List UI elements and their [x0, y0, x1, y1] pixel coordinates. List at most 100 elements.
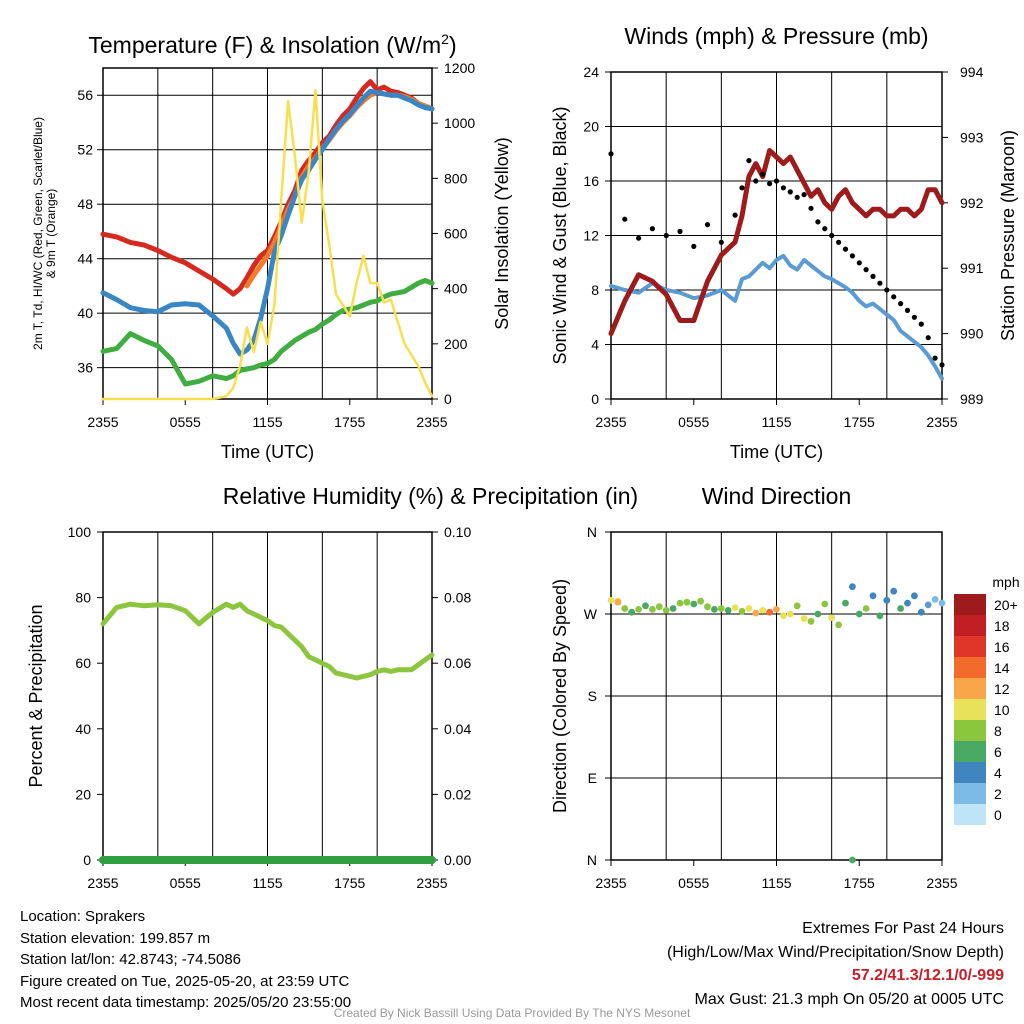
extremes-title: Extremes For Past 24 Hours: [802, 920, 1004, 937]
gust-point: [932, 355, 938, 361]
y-tick-label-right: 0.08: [444, 590, 471, 606]
direction-point: [828, 614, 836, 621]
y-tick-label-right: 0.04: [444, 721, 471, 737]
y-tick-label-left: 52: [77, 142, 93, 158]
gust-point: [718, 239, 724, 245]
legend-label: 18: [994, 618, 1010, 634]
gust-point: [898, 301, 904, 307]
gust-point: [856, 260, 862, 266]
x-tick-label: 0555: [678, 875, 709, 891]
direction-point: [869, 592, 877, 600]
y-tick-label-left: 20: [75, 786, 91, 802]
x-axis-label: Time (UTC): [221, 442, 314, 462]
direction-point: [924, 601, 932, 609]
direction-point: [800, 615, 808, 622]
y-tick-label-right: 992: [960, 195, 984, 211]
direction-point: [642, 602, 649, 610]
gust-point: [918, 321, 924, 327]
plot-area-1: [102, 67, 433, 400]
gust-point: [608, 151, 614, 157]
footer-latlon: Station lat/lon: 42.8743; -74.5086: [20, 951, 242, 968]
gust-point: [849, 253, 856, 259]
legend-swatch: [954, 657, 986, 678]
series-line-2: [608, 148, 945, 337]
legend-swatch: [954, 720, 986, 741]
gust-point: [884, 287, 890, 293]
direction-point: [807, 617, 815, 625]
gust-point: [753, 178, 759, 184]
gust-point: [801, 192, 807, 198]
y-tick-label-left: 60: [75, 655, 91, 671]
y-tick-label-left: 40: [77, 305, 93, 321]
x-tick-label: 2355: [87, 875, 118, 891]
y-tick-label-left: N: [587, 852, 597, 868]
legend-swatch: [954, 741, 986, 762]
y-tick-label-left: 8: [591, 282, 599, 298]
direction-point: [655, 603, 663, 611]
direction-point: [690, 600, 698, 608]
y-axis-label-left: Direction (Colored By Speed): [550, 579, 570, 813]
direction-point: [890, 587, 898, 595]
direction-point: [842, 599, 849, 607]
legend-label: 6: [994, 744, 1002, 760]
direction-point: [849, 856, 856, 864]
direction-point: [752, 609, 760, 617]
gust-point: [663, 232, 669, 239]
gust-point: [787, 189, 793, 195]
direction-point: [683, 598, 691, 606]
y-tick-label-left: 4: [591, 337, 599, 353]
x-tick-label: 2355: [926, 414, 957, 430]
x-tick-label: 1155: [761, 875, 791, 891]
gust-point: [842, 246, 849, 252]
y-tick-label-right: 0.10: [444, 524, 471, 540]
direction-point: [876, 612, 884, 620]
x-tick-label: 2355: [87, 414, 118, 430]
y-tick-label-left: 12: [583, 228, 599, 244]
legend-label: 12: [994, 681, 1010, 697]
plot-area-2: [610, 71, 943, 400]
y-tick-label-left: N: [587, 524, 597, 540]
y-tick-label-left: 36: [77, 360, 93, 376]
gust-point: [767, 181, 773, 187]
direction-point: [614, 598, 622, 606]
gust-point: [780, 185, 787, 191]
gust-point: [704, 222, 711, 228]
direction-point: [628, 608, 636, 616]
y-tick-label-left: S: [588, 688, 597, 704]
direction-point: [938, 599, 946, 607]
y-tick-label-left: 44: [77, 251, 93, 267]
direction-point: [669, 605, 677, 612]
gust-point: [870, 273, 876, 279]
y-tick-label-right: 0.00: [444, 852, 471, 868]
footer-right: Extremes For Past 24 Hours (High/Low/Max…: [667, 917, 1004, 1011]
legend-label: 16: [994, 639, 1010, 655]
chart-title: Winds (mph) & Pressure (mb): [624, 23, 928, 49]
y-tick-label-left: E: [588, 770, 597, 786]
series-line-4: [100, 278, 435, 387]
legend-swatch: [954, 678, 986, 699]
legend-label: 20+: [994, 597, 1018, 613]
direction-point: [780, 612, 787, 620]
gust-point: [877, 280, 883, 286]
y-tick-label-right: 1000: [444, 115, 475, 131]
direction-point: [697, 597, 704, 605]
direction-point: [711, 606, 718, 613]
direction-point: [862, 605, 870, 612]
x-tick-label: 1755: [334, 875, 365, 891]
y-axis-label-left: Sonic Wind & Gust (Blue, Black): [550, 106, 570, 364]
direction-point: [931, 596, 939, 603]
y-tick-label-right: 989: [960, 391, 984, 407]
legend-swatch: [954, 594, 986, 615]
direction-point: [917, 608, 925, 616]
x-tick-label: 0555: [678, 414, 709, 430]
gust-point: [863, 267, 869, 273]
x-tick-label: 1155: [761, 414, 791, 430]
direction-point: [904, 599, 911, 607]
y-tick-label-right: 200: [444, 336, 468, 352]
x-tick-label: 1755: [844, 414, 875, 430]
plot-area-4: [610, 531, 943, 861]
footer-created: Figure created on Tue, 2025-05-20, at 23…: [20, 972, 350, 990]
x-tick-label: 2355: [595, 414, 626, 430]
direction-point: [676, 599, 684, 607]
direction-point: [759, 607, 767, 614]
